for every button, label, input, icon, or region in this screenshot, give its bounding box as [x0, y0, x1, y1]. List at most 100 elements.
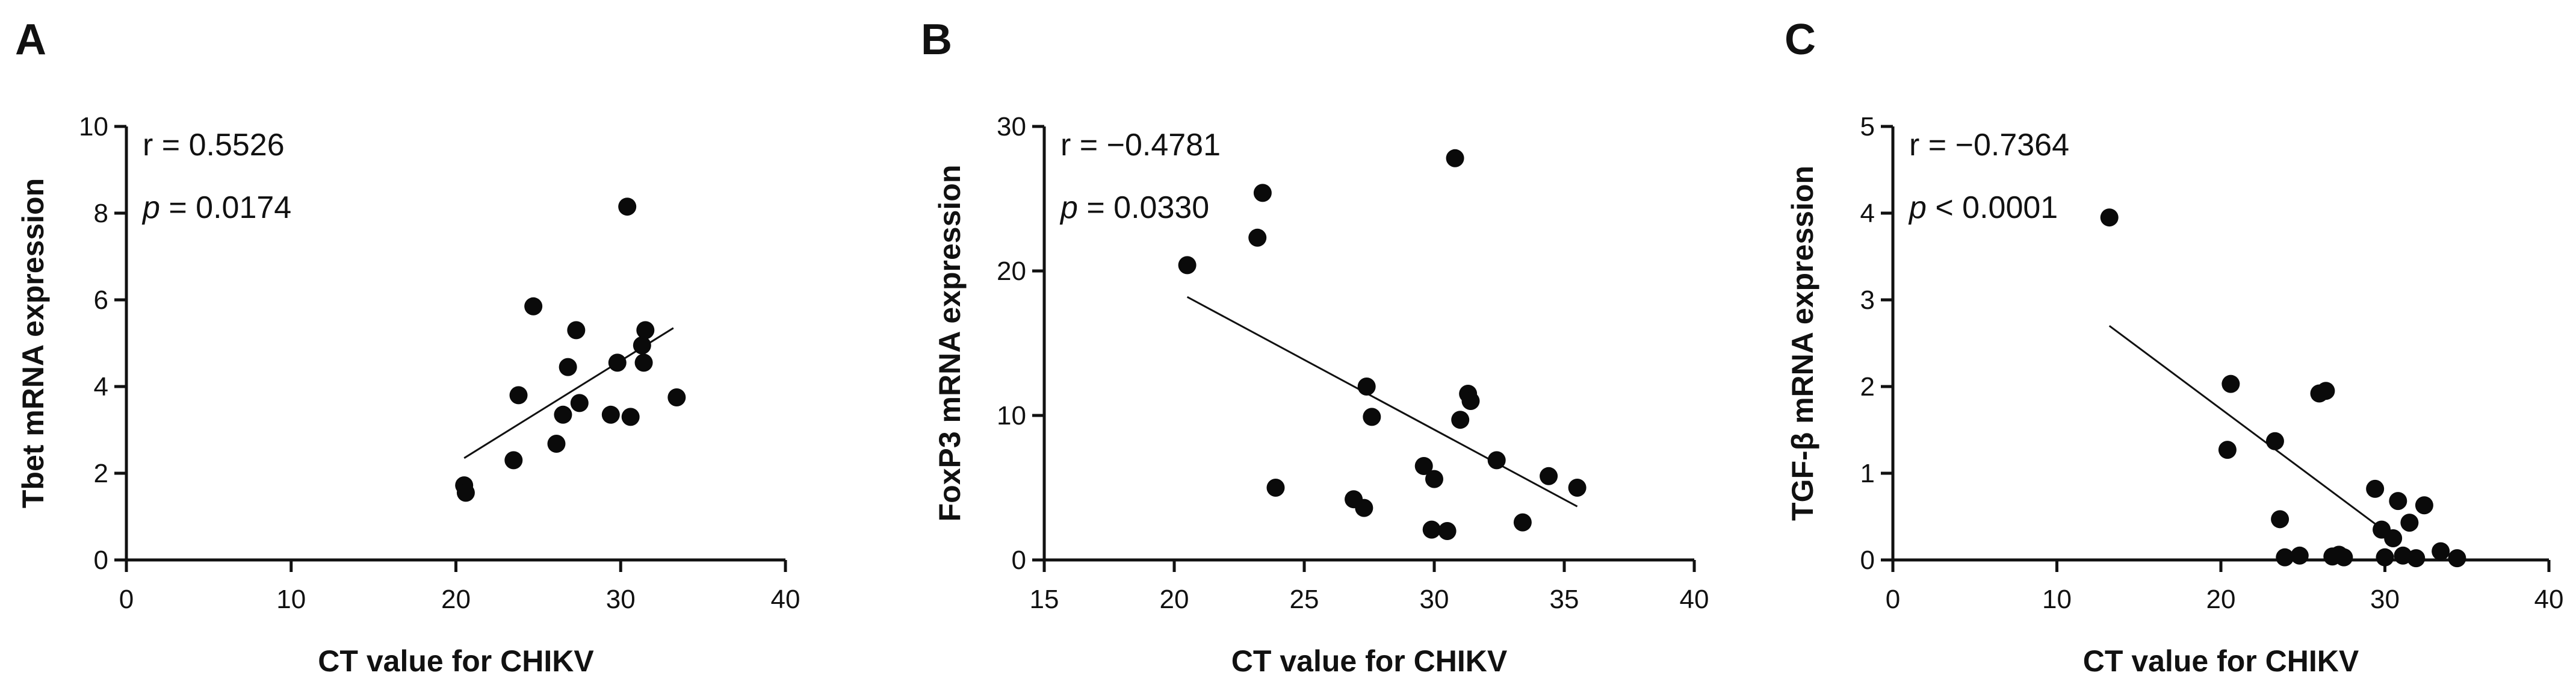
panel-c-x-tick-label: 40 — [2534, 585, 2564, 614]
panel-a-y-label: Tbet mRNA expression — [16, 178, 50, 508]
panel-c-y-tick-label: 3 — [1860, 285, 1875, 315]
panel-c-y-label: TGF-β mRNA expression — [1786, 166, 1819, 521]
panel-c-x-tick-label: 10 — [2042, 585, 2072, 614]
panel-a-data-point — [634, 353, 653, 372]
panel-b-regression-line — [1186, 296, 1578, 508]
panel-a-r-value: r = 0.5526 — [143, 128, 285, 163]
panel-a-x-label: CT value for CHIKV — [318, 644, 594, 678]
panel-c-data-point — [2389, 492, 2407, 511]
panel-c-data-point — [2376, 548, 2394, 567]
panel-b-data-point — [1461, 392, 1480, 410]
panel-b-data-point — [1248, 228, 1267, 247]
panel-a-data-point — [559, 358, 577, 376]
panel-b-data-point — [1357, 378, 1376, 396]
panel-c-data-point — [2290, 546, 2309, 565]
panel-a-p-text: = 0.0174 — [160, 190, 291, 225]
panel-c-data-point — [2100, 208, 2119, 227]
panel-a-x-tick-label: 20 — [441, 585, 471, 614]
panel-c-data-point — [2271, 510, 2290, 529]
panel-c-r-value: r = −0.7364 — [1909, 128, 2069, 163]
panel-c-x-tick-label: 0 — [1886, 585, 1900, 614]
panel-a-data-point — [621, 408, 640, 426]
panel-c-y-tick-label: 0 — [1860, 545, 1875, 575]
panel-c-data-point — [2218, 441, 2237, 459]
panel-a-data-point — [608, 353, 627, 372]
panel-b-data-point — [1446, 149, 1464, 167]
panel-c-data-point — [2221, 375, 2240, 393]
panel-b-y-tick-label: 10 — [997, 401, 1026, 430]
panel-a-data-point — [567, 321, 586, 340]
panel-b-data-point — [1266, 479, 1285, 497]
panel-b-x-tick-label: 30 — [1420, 585, 1449, 614]
panel-c-y-tick-label: 2 — [1860, 372, 1875, 402]
panel-c-data-point — [2432, 542, 2450, 561]
panel-a-x-tick-label: 10 — [276, 585, 306, 614]
panel-b-data-point — [1487, 451, 1506, 470]
panel-c-p-text: < 0.0001 — [1927, 190, 2058, 225]
panel-c-x-label: CT value for CHIKV — [2083, 644, 2359, 678]
panel-a-data-point — [570, 394, 589, 412]
panel-a-data-point — [547, 435, 566, 453]
panel-b-data-point — [1568, 479, 1587, 497]
panel-b-x-tick-label: 40 — [1680, 585, 1709, 614]
panel-a-letter: A — [15, 16, 46, 64]
panel-b-data-point — [1451, 411, 1470, 429]
panel-a-data-point — [636, 321, 655, 340]
panel-a-y-tick-label: 4 — [94, 372, 108, 402]
panel-a-data-point — [667, 388, 686, 406]
panel-c-x-tick-label: 20 — [2206, 585, 2236, 614]
panel-a-data-point — [633, 336, 651, 355]
panel-a-p-symbol: p — [141, 190, 160, 225]
panel-b-data-point — [1513, 513, 1532, 532]
panel-c-data-point — [2335, 548, 2353, 567]
panel-a-data-point — [456, 483, 475, 502]
panel-c-y-tick-label: 5 — [1860, 112, 1875, 141]
panel-b-y-tick-label: 0 — [1012, 545, 1026, 575]
panel-c-p-value: p < 0.0001 — [1908, 190, 2058, 225]
panel-b-y-label: FoxP3 mRNA expression — [933, 165, 967, 522]
panel-b-p-text: = 0.0330 — [1078, 190, 1209, 225]
panel-b-data-point — [1414, 457, 1433, 475]
panel-a-data-point — [618, 197, 637, 216]
panel-b-data-point — [1540, 467, 1558, 485]
panel-c-p-symbol: p — [1908, 190, 1927, 225]
panel-a-y-tick-label: 6 — [94, 285, 108, 315]
panel-c-data-point — [2276, 548, 2294, 567]
panel-a-x-tick-label: 40 — [771, 585, 800, 614]
panel-b-data-point — [1178, 256, 1197, 275]
panel-b-data-point — [1422, 520, 1441, 539]
panel-a-x-tick-label: 30 — [606, 585, 636, 614]
panel-a-data-point — [504, 451, 523, 470]
panel-a-data-point — [524, 297, 543, 315]
panel-b-r-value: r = −0.4781 — [1060, 128, 1221, 163]
panel-b-data-point — [1253, 184, 1272, 202]
panel-b-data-point — [1363, 408, 1381, 426]
panel-b-data-point — [1438, 522, 1457, 540]
panel-a-x-tick-label: 0 — [119, 585, 134, 614]
panel-b-y-tick-label: 20 — [997, 256, 1026, 286]
panel-b-x-tick-label: 15 — [1030, 585, 1059, 614]
panel-c-data-point — [2448, 549, 2466, 568]
panel-c-x-tick-label: 30 — [2370, 585, 2400, 614]
panel-c-data-point — [2384, 529, 2403, 547]
panel-b-x-tick-label: 35 — [1550, 585, 1579, 614]
panel-c-data-point — [2415, 496, 2433, 515]
panel-c-data-point — [2366, 479, 2385, 498]
panel-a-y-tick-label: 10 — [79, 112, 108, 141]
panel-a-data-point — [554, 405, 572, 424]
panel-a-data-point — [509, 386, 528, 405]
panel-c-data-point — [2317, 382, 2335, 400]
panel-c-data-point — [2400, 514, 2419, 532]
panel-b-y-tick-label: 30 — [997, 112, 1026, 141]
panel-a-data-point — [601, 405, 620, 424]
panel-b-x-tick-label: 20 — [1160, 585, 1189, 614]
panel-c-y-tick-label: 1 — [1860, 459, 1875, 488]
panel-a-p-value: p = 0.0174 — [141, 190, 291, 225]
panel-c-data-point — [2265, 432, 2284, 450]
panel-c-regression-line — [2108, 325, 2399, 542]
panel-c-letter: C — [1785, 16, 1816, 64]
panel-c-data-point — [2407, 549, 2426, 568]
panel-a-y-tick-label: 2 — [94, 459, 108, 488]
panel-b-letter: B — [921, 16, 952, 64]
